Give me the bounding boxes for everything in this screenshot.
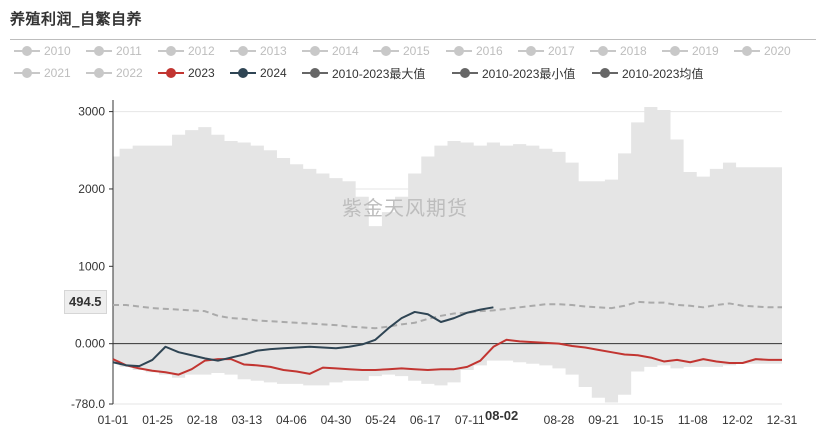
max-min-band xyxy=(113,106,782,403)
legend-item-2021[interactable]: 2021 xyxy=(14,65,71,81)
legend-label: 2011 xyxy=(116,44,142,58)
legend-label: 2014 xyxy=(332,44,359,58)
y-tick-label: 0.000 xyxy=(75,337,105,351)
legend-item-2010-2023最小值[interactable]: 2010-2023最小值 xyxy=(452,65,575,81)
legend-marker-icon xyxy=(592,68,618,78)
x-tick-label: 03-13 xyxy=(231,413,262,427)
legend-marker-icon xyxy=(14,68,40,78)
legend-item-2018[interactable]: 2018 xyxy=(590,43,647,59)
legend-marker-icon xyxy=(302,46,328,56)
legend-item-2016[interactable]: 2016 xyxy=(446,43,503,59)
legend-label: 2012 xyxy=(188,44,215,58)
y-tick-label: 3000 xyxy=(78,105,105,119)
legend-label: 2010-2023均值 xyxy=(622,66,704,81)
legend-marker-icon xyxy=(734,46,760,56)
legend-label: 2013 xyxy=(260,44,287,58)
watermark: 紫金天风期货 xyxy=(342,196,468,220)
legend-label: 2010-2023最小值 xyxy=(482,66,576,81)
legend-label: 2023 xyxy=(188,66,215,80)
legend-item-2019[interactable]: 2019 xyxy=(662,43,719,59)
legend-item-2015[interactable]: 2015 xyxy=(373,43,430,59)
legend-marker-icon xyxy=(446,46,472,56)
x-tick-label: 12-02 xyxy=(722,413,753,427)
legend-item-2010-2023均值[interactable]: 2010-2023均值 xyxy=(592,65,703,81)
legend-marker-icon xyxy=(590,46,616,56)
x-tick-label: 07-11 xyxy=(455,413,485,427)
y-tick-label: -780.0 xyxy=(71,397,105,411)
legend-item-2011[interactable]: 2011 xyxy=(86,43,142,59)
avg-line xyxy=(113,300,782,330)
legend-marker-icon xyxy=(662,46,688,56)
x-tick-label: 12-31 xyxy=(767,413,798,427)
legend-label: 2017 xyxy=(548,44,575,58)
legend-marker-icon xyxy=(158,68,184,78)
x-tick-label: 08-28 xyxy=(544,413,575,427)
x-tick-label: 09-21 xyxy=(588,413,619,427)
legend-label: 2015 xyxy=(403,44,430,58)
chart-title: 养殖利润_自繁自养 xyxy=(10,10,143,28)
series-2024-line xyxy=(112,306,494,368)
legend: 2010 2011 2012 2013 2014 2015 2016 2017 2018 2019… xyxy=(0,0,826,90)
legend-label: 2016 xyxy=(476,44,503,58)
legend-label: 2019 xyxy=(692,44,719,58)
legend-label: 2020 xyxy=(764,44,791,58)
legend-item-2013[interactable]: 2013 xyxy=(230,43,287,59)
x-tick-label: 02-18 xyxy=(187,413,218,427)
legend-label: 2010 xyxy=(44,44,71,58)
legend-label: 2021 xyxy=(44,66,71,80)
x-tick-label: 06-17 xyxy=(410,413,441,427)
legend-item-2010-2023最大值[interactable]: 2010-2023最大值 xyxy=(302,65,425,81)
title-divider xyxy=(10,39,816,40)
x-tick-label: 10-15 xyxy=(633,413,664,427)
legend-item-2014[interactable]: 2014 xyxy=(302,43,359,59)
legend-label: 2010-2023最大值 xyxy=(332,66,426,81)
y-tick-label: 1000 xyxy=(78,259,105,273)
legend-item-2010[interactable]: 2010 xyxy=(14,43,71,59)
x-tick-label: 04-30 xyxy=(321,413,352,427)
legend-marker-icon xyxy=(86,46,112,56)
x-tick-label: 01-01 xyxy=(98,413,129,427)
legend-marker-icon xyxy=(452,68,478,78)
legend-marker-icon xyxy=(230,68,256,78)
legend-label: 2024 xyxy=(260,66,287,80)
legend-item-2012[interactable]: 2012 xyxy=(158,43,215,59)
legend-item-2024[interactable]: 2024 xyxy=(230,65,287,81)
legend-marker-icon xyxy=(86,68,112,78)
y-tick-label: 2000 xyxy=(78,182,105,196)
x-tick-label: 04-06 xyxy=(276,413,307,427)
legend-item-2017[interactable]: 2017 xyxy=(518,43,575,59)
x-tick-label: 11-08 xyxy=(678,413,708,427)
legend-label: 2018 xyxy=(620,44,647,58)
legend-marker-icon xyxy=(230,46,256,56)
legend-marker-icon xyxy=(14,46,40,56)
legend-marker-icon xyxy=(373,46,399,56)
legend-item-2022[interactable]: 2022 xyxy=(86,65,143,81)
legend-marker-icon xyxy=(302,68,328,78)
legend-item-2020[interactable]: 2020 xyxy=(734,43,791,59)
legend-label: 2022 xyxy=(116,66,143,80)
legend-marker-icon xyxy=(518,46,544,56)
legend-marker-icon xyxy=(158,46,184,56)
y-axis-pointer-label: 494.5 xyxy=(64,290,107,314)
x-tick-label: 01-25 xyxy=(142,413,173,427)
legend-item-2023[interactable]: 2023 xyxy=(158,65,215,81)
x-axis-pointer-label: 08-02 xyxy=(482,408,522,423)
x-tick-label: 05-24 xyxy=(365,413,396,427)
